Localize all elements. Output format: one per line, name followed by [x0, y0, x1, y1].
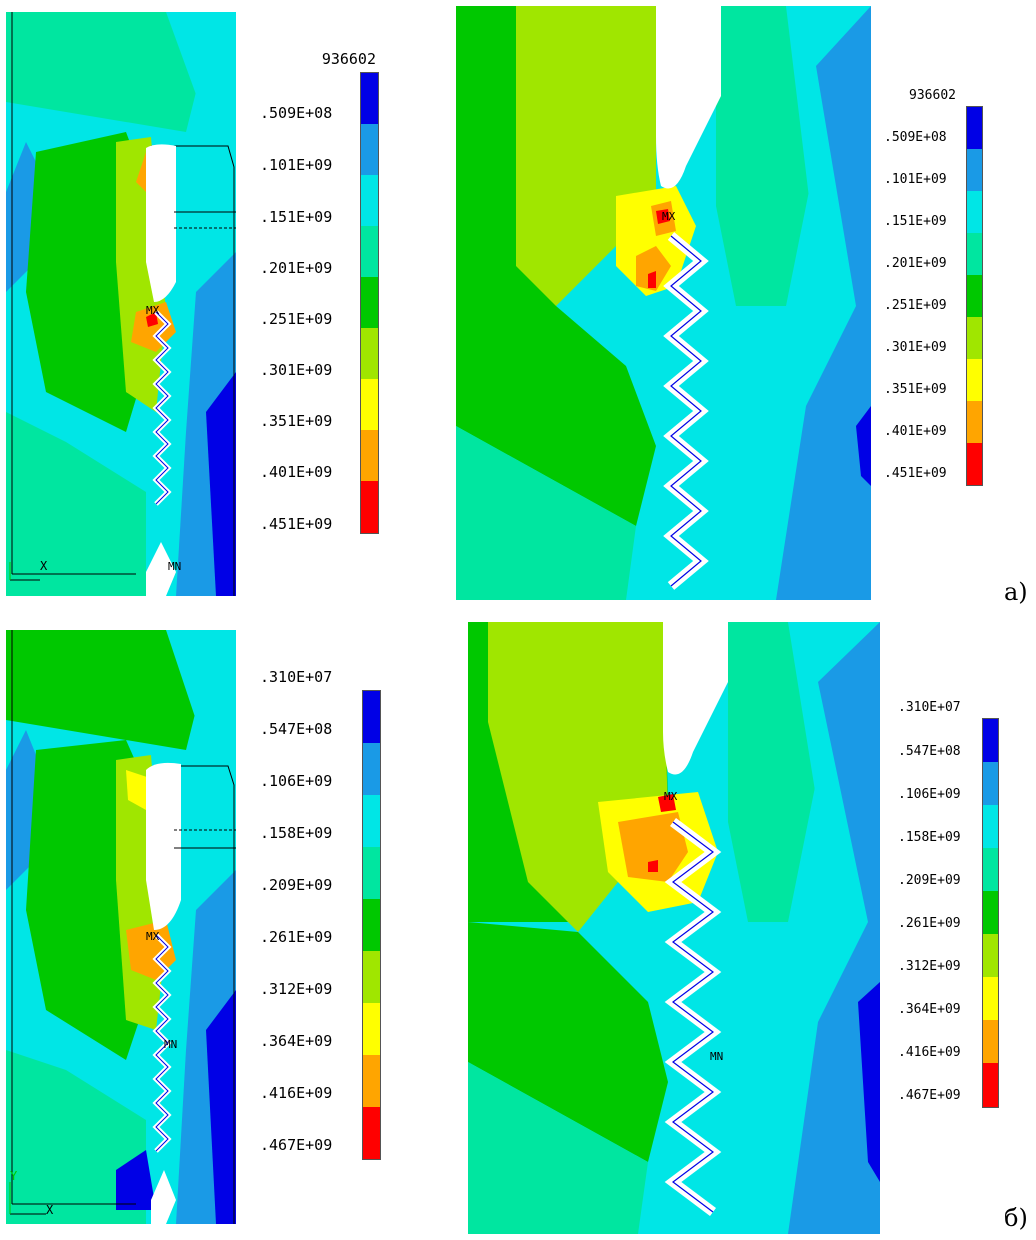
legend-value: .364E+09 — [260, 1032, 333, 1050]
legend-value: .312E+09 — [260, 980, 333, 998]
contour-plot-a-zoom: MX — [456, 6, 871, 600]
legend-value: .312E+09 — [898, 959, 961, 974]
color-bar — [360, 72, 379, 534]
legend-value: .101E+09 — [260, 156, 333, 174]
legend-value: .201E+09 — [260, 259, 333, 277]
legend-value: .451E+09 — [260, 515, 333, 533]
max-marker-b-zoom: MX — [664, 790, 678, 803]
legend-value: .261E+09 — [260, 928, 333, 946]
legend-value: .467E+09 — [898, 1088, 961, 1103]
contour-plot-b-full: MX MN Y X — [6, 630, 236, 1224]
legend-value: .251E+09 — [260, 310, 333, 328]
legend-b-right: .310E+07 .547E+08 .106E+09 .158E+09 .209… — [898, 700, 1002, 1110]
contour-plot-a-full: MX MN X — [6, 12, 236, 596]
legend-value: .451E+09 — [884, 466, 947, 481]
legend-value: .209E+09 — [898, 873, 961, 888]
legend-value: .151E+09 — [884, 214, 947, 229]
figure-label-b: б) — [1004, 1204, 1028, 1232]
legend-title: 936602 — [321, 50, 376, 68]
legend-value: .251E+09 — [884, 298, 947, 313]
legend-value: .158E+09 — [898, 830, 961, 845]
min-marker-b: MN — [164, 1038, 177, 1051]
legend-value: .467E+09 — [260, 1136, 333, 1154]
legend-value: .301E+09 — [884, 340, 947, 355]
legend-value: .416E+09 — [260, 1084, 333, 1102]
legend-value: .101E+09 — [884, 172, 947, 187]
axis-x-label-b: X — [46, 1203, 54, 1217]
legend-value: .509E+08 — [884, 130, 947, 145]
legend-title: .310E+07 — [260, 668, 333, 686]
legend-value: .261E+09 — [898, 916, 961, 931]
color-bar — [982, 718, 999, 1108]
legend-value: .401E+09 — [884, 424, 947, 439]
legend-a-left: 936602 .509E+08 .101E+09 .151E+09 .201E+… — [260, 50, 382, 540]
legend-value: .151E+09 — [260, 208, 333, 226]
legend-title: 936602 — [909, 88, 956, 103]
legend-value: .158E+09 — [260, 824, 333, 842]
legend-value: .351E+09 — [260, 412, 333, 430]
legend-value: .547E+08 — [260, 720, 333, 738]
legend-value: .416E+09 — [898, 1045, 961, 1060]
min-marker-a: MN — [168, 560, 181, 573]
legend-value: .401E+09 — [260, 463, 333, 481]
color-bar — [966, 106, 983, 486]
axis-x-label-a: X — [40, 559, 48, 573]
legend-value: .201E+09 — [884, 256, 947, 271]
figure-label-a: а) — [1004, 578, 1028, 606]
legend-value: .301E+09 — [260, 361, 333, 379]
max-marker-a: MX — [146, 304, 160, 317]
axis-y-label-b: Y — [10, 1169, 18, 1183]
legend-a-right: 936602 .509E+08 .101E+09 .151E+09 .201E+… — [884, 88, 986, 488]
legend-b-left: .310E+07 .547E+08 .106E+09 .158E+09 .209… — [260, 668, 382, 1168]
legend-value: .547E+08 — [898, 744, 961, 759]
min-marker-b-zoom: MN — [710, 1050, 723, 1063]
legend-value: .364E+09 — [898, 1002, 961, 1017]
legend-value: .106E+09 — [898, 787, 961, 802]
legend-value: .209E+09 — [260, 876, 333, 894]
legend-value: .509E+08 — [260, 104, 333, 122]
legend-title: .310E+07 — [898, 700, 961, 715]
legend-value: .106E+09 — [260, 772, 333, 790]
color-bar — [362, 690, 381, 1160]
contour-plot-b-zoom: MX MN — [468, 622, 880, 1234]
max-marker-a-zoom: MX — [662, 210, 676, 223]
max-marker-b: MX — [146, 930, 160, 943]
legend-value: .351E+09 — [884, 382, 947, 397]
